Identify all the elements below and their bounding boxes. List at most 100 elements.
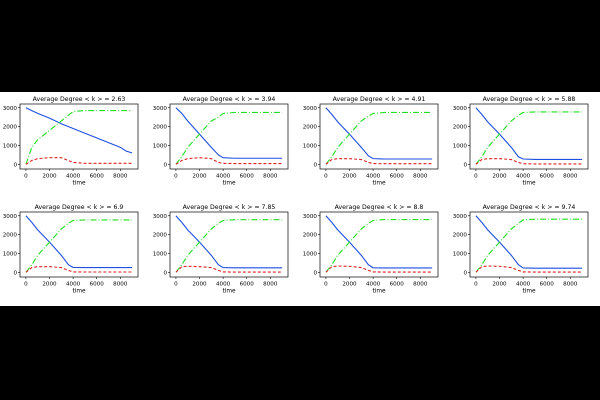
series-line-green (475, 218, 583, 273)
x-axis-label: time (72, 289, 86, 295)
subplot-4: Average Degree < k > = 5.88 0 2000 4000 6000… (453, 96, 589, 187)
series-line-blue (325, 215, 433, 269)
x-tick-label: 6000 (390, 174, 405, 180)
series-line-blue (175, 107, 283, 159)
x-axis-label: time (72, 181, 86, 187)
plot-frame (169, 211, 289, 278)
y-tick-label: 3000 (3, 214, 18, 220)
y-tick-label: 1000 (153, 143, 168, 149)
x-tick-label: 6000 (540, 282, 555, 288)
subplot-title: Average Degree < k > = 6.9 (35, 204, 124, 211)
subplot-title: Average Degree < k > = 3.94 (183, 96, 276, 103)
x-axis-label: time (222, 181, 236, 187)
series-line-red (175, 157, 283, 165)
series-line-blue (175, 215, 283, 269)
x-tick-label: 8000 (563, 174, 578, 180)
y-tick-label: 1000 (453, 143, 468, 149)
plot-frame (19, 211, 139, 278)
plot-frame (469, 103, 589, 170)
y-tick-label: 0 (463, 270, 467, 276)
x-tick-label: 8000 (263, 174, 278, 180)
series-line-red (475, 158, 583, 165)
subplot-title: Average Degree < k > = 9.74 (483, 204, 576, 211)
x-tick-label: 0 (24, 282, 28, 288)
subplot-1: Average Degree < k > = 2.63 0 2000 4000 6000… (3, 96, 139, 187)
x-axis-label: time (522, 289, 536, 295)
series-line-green (325, 218, 433, 273)
series-line-green (175, 219, 283, 273)
x-tick-label: 6000 (90, 174, 105, 180)
series-line-red (25, 266, 133, 273)
x-tick-label: 4000 (516, 174, 531, 180)
y-tick-label: 2000 (453, 233, 468, 239)
x-tick-label: 0 (474, 282, 478, 288)
x-tick-label: 2000 (492, 174, 507, 180)
subplot-title: Average Degree < k > = 7.85 (183, 204, 276, 211)
x-tick-label: 8000 (563, 282, 578, 288)
series-line-blue (475, 215, 583, 269)
series-line-red (175, 265, 283, 273)
x-tick-label: 8000 (263, 282, 278, 288)
y-tick-label: 0 (13, 162, 17, 168)
y-tick-label: 2000 (153, 125, 168, 131)
x-tick-label: 2000 (492, 282, 507, 288)
x-tick-label: 6000 (240, 282, 255, 288)
x-tick-label: 8000 (113, 282, 128, 288)
subplot-2: Average Degree < k > = 3.94 0 2000 4000 6000… (153, 96, 289, 187)
x-axis-label: time (522, 181, 536, 187)
y-tick-label: 2000 (3, 233, 18, 239)
y-tick-label: 3000 (303, 106, 318, 112)
x-tick-label: 4000 (66, 282, 81, 288)
plot-frame (319, 103, 439, 170)
x-tick-label: 4000 (366, 282, 381, 288)
y-tick-label: 3000 (153, 106, 168, 112)
x-tick-label: 2000 (192, 174, 207, 180)
subplot-6: Average Degree < k > = 7.85 0 2000 4000 6000… (153, 204, 289, 295)
y-tick-label: 3000 (153, 214, 168, 220)
series-line-green (325, 111, 433, 165)
figure: Average Degree < k > = 2.63 0 2000 4000 6000… (0, 92, 600, 306)
series-line-green (475, 111, 583, 165)
series-line-red (325, 158, 433, 165)
x-tick-label: 4000 (216, 174, 231, 180)
y-tick-label: 0 (163, 270, 167, 276)
plot-frame (469, 211, 589, 278)
y-tick-label: 1000 (153, 251, 168, 257)
x-tick-label: 8000 (413, 174, 428, 180)
x-tick-label: 2000 (342, 174, 357, 180)
x-tick-label: 6000 (540, 174, 555, 180)
subplot-title: Average Degree < k > = 8.8 (335, 204, 424, 211)
x-tick-label: 6000 (240, 174, 255, 180)
plot-frame (169, 103, 289, 170)
plot-frame (319, 211, 439, 278)
y-tick-label: 0 (313, 162, 317, 168)
subplot-3: Average Degree < k > = 4.91 0 2000 4000 6000… (303, 96, 439, 187)
y-tick-label: 2000 (303, 125, 318, 131)
x-tick-label: 8000 (413, 282, 428, 288)
plot-frame (19, 103, 139, 170)
x-tick-label: 4000 (216, 282, 231, 288)
subplot-title: Average Degree < k > = 4.91 (333, 96, 426, 103)
series-line-blue (325, 107, 433, 160)
x-tick-label: 2000 (42, 282, 57, 288)
x-tick-label: 0 (324, 282, 328, 288)
x-tick-label: 6000 (390, 282, 405, 288)
y-tick-label: 0 (463, 162, 467, 168)
subplot-8: Average Degree < k > = 9.74 0 2000 4000 6000… (453, 204, 589, 295)
y-tick-label: 3000 (3, 106, 18, 112)
y-tick-label: 1000 (3, 143, 18, 149)
x-axis-label: time (222, 289, 236, 295)
series-line-blue (475, 107, 583, 160)
y-tick-label: 0 (13, 270, 17, 276)
subplot-7: Average Degree < k > = 8.8 0 2000 4000 6000 8… (303, 204, 439, 295)
series-line-blue (25, 107, 133, 154)
y-tick-label: 2000 (153, 233, 168, 239)
x-tick-label: 2000 (42, 174, 57, 180)
series-line-red (475, 265, 583, 273)
subplot-title: Average Degree < k > = 2.63 (33, 96, 126, 103)
y-tick-label: 2000 (453, 125, 468, 131)
y-tick-label: 1000 (303, 143, 318, 149)
subplot-grid: Average Degree < k > = 2.63 0 2000 4000 6000… (3, 96, 589, 295)
series-line-green (175, 111, 283, 165)
subplot-title: Average Degree < k > = 5.88 (483, 96, 576, 103)
